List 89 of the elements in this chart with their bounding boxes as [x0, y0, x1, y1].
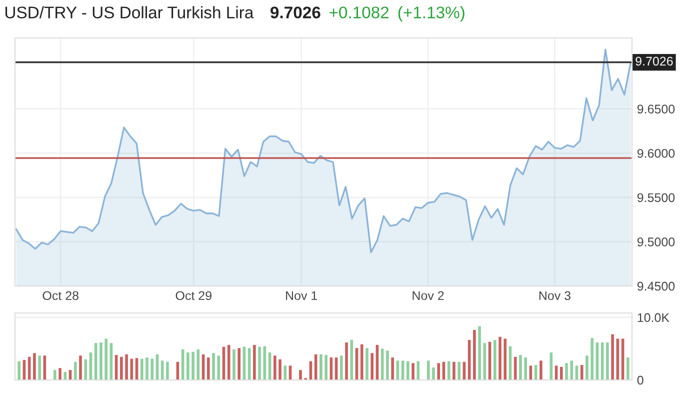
bar	[540, 360, 542, 380]
bar	[366, 348, 368, 380]
bar	[160, 360, 164, 380]
bar	[432, 367, 435, 380]
bar	[626, 357, 630, 380]
bar	[524, 357, 527, 380]
bar	[100, 342, 102, 380]
bar	[150, 358, 154, 380]
bar	[498, 336, 502, 380]
bar	[447, 361, 450, 380]
bar	[386, 350, 389, 380]
bar	[514, 356, 517, 380]
bar	[120, 356, 123, 380]
y-tick-label: 10.0K	[638, 313, 670, 322]
bar	[406, 361, 410, 380]
bar	[104, 338, 108, 380]
bar	[125, 354, 128, 380]
bar	[570, 360, 574, 380]
x-tick-label: Nov 3	[539, 291, 570, 300]
x-tick-label: Nov 2	[412, 291, 444, 300]
ref-line-label: 9.7026	[636, 56, 673, 66]
bar	[74, 362, 77, 380]
y-tick-label: 9.5000	[637, 238, 675, 246]
bar	[258, 346, 261, 380]
x-tick-label: Oct 28	[42, 291, 78, 300]
y-tick-label: 9.6500	[637, 104, 675, 114]
bar	[416, 361, 420, 380]
bar	[504, 338, 507, 380]
text: 9.7026	[270, 6, 320, 18]
bar	[232, 349, 236, 380]
bar	[360, 344, 364, 380]
bar	[253, 344, 256, 380]
bar	[284, 366, 287, 380]
y-tick-label: 9.6000	[637, 148, 675, 158]
bar	[426, 360, 430, 380]
bar	[320, 354, 322, 380]
bar	[273, 356, 276, 380]
bar	[38, 356, 41, 380]
bar	[192, 352, 194, 380]
bar	[54, 370, 56, 380]
bar	[130, 358, 134, 380]
bar	[64, 372, 67, 380]
bar	[196, 349, 200, 380]
bar	[18, 361, 20, 380]
bar	[324, 354, 328, 380]
bar	[473, 330, 476, 380]
bar	[345, 342, 348, 380]
bar	[340, 356, 343, 380]
bar	[452, 362, 456, 380]
y-tick-label: 9.4500	[637, 282, 675, 291]
bar	[478, 326, 481, 380]
bar	[590, 338, 594, 380]
y-tick-label: 0	[637, 376, 644, 385]
chart-title: USD/TRY - US Dollar Turkish Lira	[5, 6, 254, 18]
bar	[493, 340, 496, 380]
bar	[217, 356, 220, 380]
bar	[186, 352, 190, 380]
x-tick-label: Oct 29	[176, 291, 212, 300]
bar	[437, 363, 440, 380]
bar	[586, 356, 588, 380]
bar	[412, 363, 414, 380]
bar	[84, 359, 88, 380]
bar	[580, 364, 584, 380]
y-tick-label: 9.5500	[637, 193, 675, 202]
bar	[58, 368, 62, 380]
bar	[391, 357, 394, 380]
bar	[227, 344, 230, 380]
bar	[238, 348, 240, 380]
bar	[519, 354, 522, 380]
bar	[79, 356, 82, 380]
bar	[166, 362, 169, 380]
x-tick-label: Nov 1	[286, 291, 318, 300]
bar	[206, 357, 210, 380]
bar	[370, 353, 374, 380]
bar	[146, 357, 148, 380]
text: +0.1082	[330, 6, 389, 18]
bar	[278, 359, 282, 380]
bar	[350, 340, 354, 380]
text: (+1.13%)	[398, 6, 464, 22]
bar	[606, 342, 609, 380]
bar	[483, 343, 486, 380]
bar	[140, 358, 144, 380]
bar	[611, 334, 614, 380]
bar	[458, 362, 460, 380]
bar	[33, 353, 36, 380]
bar	[212, 353, 215, 380]
bar	[565, 363, 568, 380]
bar	[299, 370, 302, 380]
bar	[560, 366, 563, 380]
